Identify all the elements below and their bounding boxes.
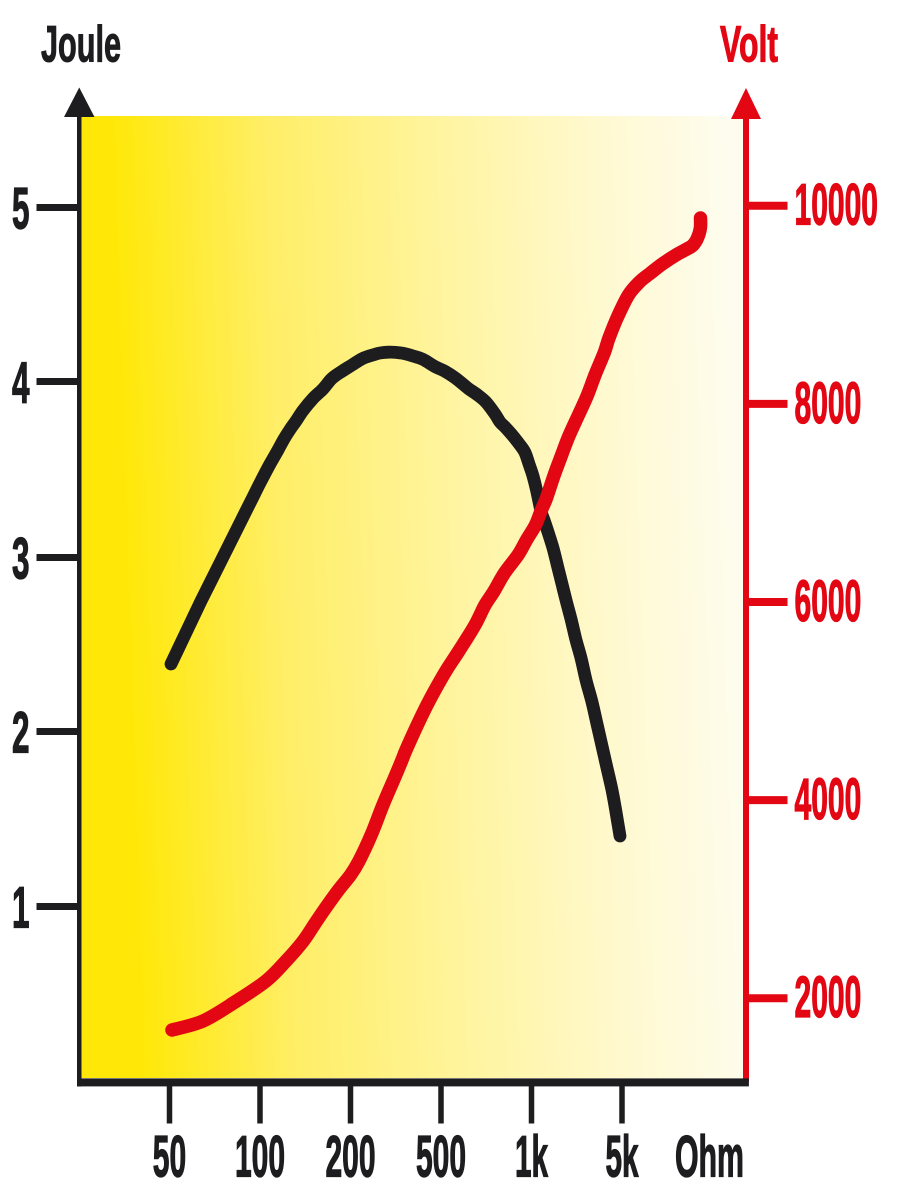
svg-text:2000: 2000 (795, 965, 862, 1030)
svg-text:4000: 4000 (795, 767, 862, 832)
svg-text:5k: 5k (606, 1125, 639, 1190)
svg-text:200: 200 (325, 1125, 375, 1190)
svg-text:Ohm: Ohm (675, 1125, 744, 1190)
svg-text:6000: 6000 (795, 569, 862, 634)
svg-text:2: 2 (12, 700, 30, 765)
svg-text:100: 100 (235, 1125, 285, 1190)
svg-text:8000: 8000 (795, 371, 862, 436)
svg-text:5: 5 (12, 176, 30, 241)
svg-text:Joule: Joule (41, 16, 121, 73)
svg-text:50: 50 (153, 1125, 186, 1190)
svg-text:4: 4 (12, 350, 30, 415)
svg-text:Volt: Volt (720, 16, 778, 73)
svg-text:3: 3 (12, 526, 30, 591)
svg-text:500: 500 (416, 1125, 466, 1190)
svg-text:1: 1 (12, 875, 30, 940)
svg-text:10000: 10000 (795, 173, 879, 238)
svg-text:1k: 1k (515, 1125, 548, 1190)
